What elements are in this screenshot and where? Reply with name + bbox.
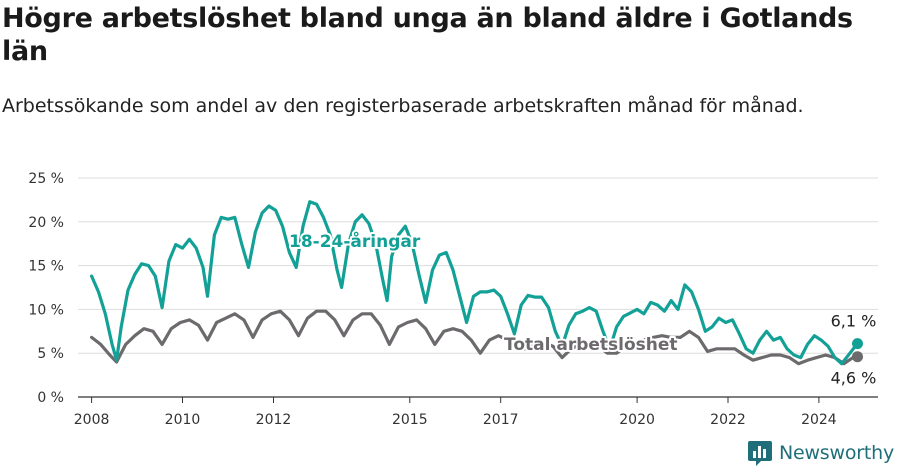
series-line-total xyxy=(90,309,860,366)
y-tick-label: 0 % xyxy=(37,390,64,406)
newsworthy-brand: Newsworthy xyxy=(747,438,894,468)
chart-grid xyxy=(78,177,878,398)
series-label-youth: 18-24-åringar xyxy=(289,230,421,252)
y-tick-label: 20 % xyxy=(28,215,64,231)
end-value-label-youth: 6,1 % xyxy=(831,312,877,331)
chart-series xyxy=(90,200,863,366)
y-tick-label: 10 % xyxy=(28,302,64,318)
newsworthy-logo-icon xyxy=(747,441,772,466)
x-tick-label: 2010 xyxy=(165,412,201,428)
x-tick-label: 2017 xyxy=(483,412,519,428)
x-tick-label: 2008 xyxy=(74,412,110,428)
series-endpoint-total xyxy=(852,351,863,363)
x-tick-label: 2022 xyxy=(710,412,746,428)
x-tick-label: 2024 xyxy=(801,412,837,428)
x-tick-label: 2012 xyxy=(256,412,292,428)
x-tick-label: 2020 xyxy=(619,412,655,428)
end-value-label-total: 4,6 % xyxy=(831,369,877,388)
x-tick-label: 2015 xyxy=(392,412,428,428)
series-label-total: Total arbetslöshet xyxy=(504,335,678,355)
y-axis: 0 % 5 % 10 % 15 % 20 % 25 % xyxy=(28,171,64,406)
y-tick-label: 15 % xyxy=(28,259,64,275)
chart-labels: 18-24-åringar Total arbetslöshet 6,1 % 4,6 … xyxy=(287,228,877,388)
y-tick-label: 25 % xyxy=(28,171,64,187)
series-endpoint-youth xyxy=(852,338,863,350)
series-line-youth xyxy=(90,200,860,366)
brand-name: Newsworthy xyxy=(778,442,894,464)
x-axis: 2008 2010 2012 2015 2017 2020 2022 2024 xyxy=(74,397,837,428)
chart-title: Högre arbetslöshet bland unga än bland ä… xyxy=(2,3,853,67)
y-tick-label: 5 % xyxy=(37,346,64,362)
chart-subtitle: Arbetssökande som andel av den registerb… xyxy=(2,95,804,117)
